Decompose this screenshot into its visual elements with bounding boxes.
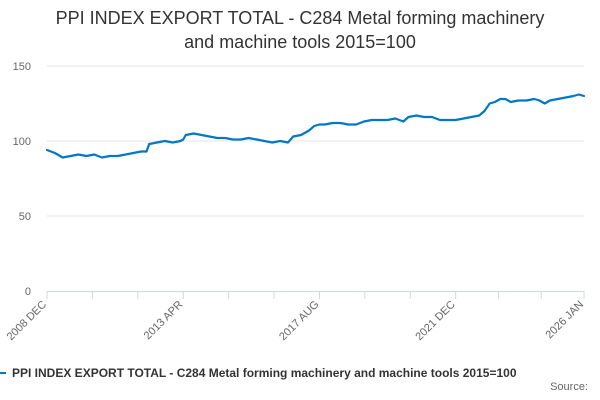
legend-swatch (0, 372, 6, 374)
y-tick-label: 150 (13, 61, 31, 73)
x-tick-label: 2013 APR (142, 299, 186, 343)
x-tick-label: 2008 DEC (5, 299, 49, 343)
y-tick-label: 100 (13, 136, 31, 148)
chart-title: PPI INDEX EXPORT TOTAL - C284 Metal form… (0, 6, 600, 54)
y-tick-label: 0 (25, 286, 31, 298)
y-tick-label: 50 (19, 211, 31, 223)
source-credit[interactable]: Source: (550, 381, 588, 393)
series-line (45, 93, 586, 159)
legend-label: PPI INDEX EXPORT TOTAL - C284 Metal form… (12, 366, 517, 380)
chart-title-line-2: and machine tools 2015=100 (184, 32, 416, 52)
legend[interactable]: PPI INDEX EXPORT TOTAL - C284 Metal form… (0, 364, 600, 382)
x-tick-label: 2026 JAN (543, 299, 586, 342)
x-tick-label: 2017 AUG (277, 299, 321, 343)
x-tick-label: 2021 DEC (413, 299, 457, 343)
chart-title-line-1: PPI INDEX EXPORT TOTAL - C284 Metal form… (55, 8, 545, 28)
